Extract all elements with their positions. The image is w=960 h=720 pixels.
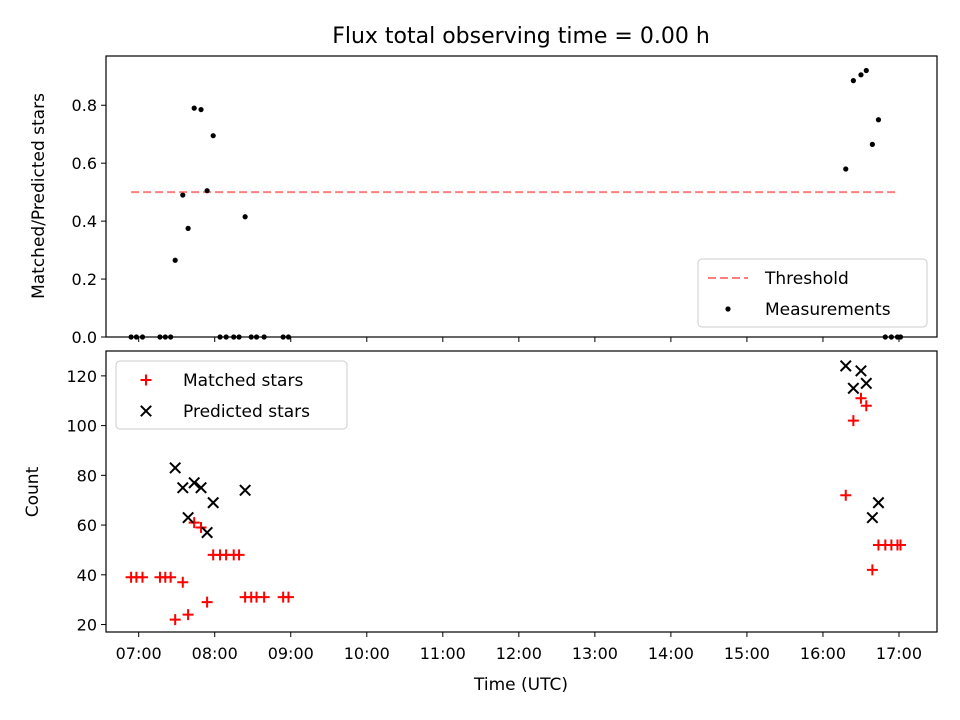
data-point-measurements bbox=[875, 117, 882, 123]
data-point-predicted-stars bbox=[860, 377, 873, 390]
axes-frame bbox=[105, 55, 938, 338]
data-point-measurements bbox=[863, 67, 869, 74]
legend: Matched stars Predicted stars bbox=[115, 360, 348, 430]
data-point-matched-stars bbox=[895, 539, 907, 551]
data-point-matched-stars bbox=[136, 571, 148, 583]
data-point-measurements bbox=[210, 133, 216, 139]
legend-label: Threshold bbox=[764, 269, 849, 289]
data-point-predicted-stars bbox=[239, 484, 252, 497]
data-point-measurements bbox=[850, 78, 856, 84]
chart-title: Flux total observing time = 0.00 h bbox=[332, 24, 710, 49]
data-point-predicted-stars bbox=[176, 481, 189, 494]
y-tick-label: 0.2 bbox=[72, 270, 97, 289]
x-tick-label: 08:00 bbox=[192, 644, 238, 663]
x-tick-label: 10:00 bbox=[344, 644, 390, 663]
data-point-predicted-stars bbox=[866, 511, 879, 524]
data-point-predicted-stars bbox=[195, 481, 207, 494]
data-point-matched-stars bbox=[860, 400, 872, 412]
data-point-matched-stars bbox=[201, 596, 213, 608]
data-point-matched-stars bbox=[195, 522, 207, 534]
legend-swatch bbox=[140, 374, 152, 386]
data-point-matched-stars bbox=[188, 517, 200, 529]
data-point-predicted-stars bbox=[847, 382, 860, 395]
bottom-panel: 20 40 60 80 100 120 07:00 08:00 09:00 10:00 11:00 1… bbox=[66, 350, 938, 663]
data-point-measurements bbox=[172, 257, 178, 263]
y-tick-label: 60 bbox=[77, 516, 97, 535]
axes-frame bbox=[105, 350, 938, 633]
data-point-predicted-stars bbox=[207, 496, 220, 509]
legend-box bbox=[697, 258, 928, 328]
plot-area bbox=[125, 360, 907, 626]
data-point-measurements bbox=[843, 166, 849, 172]
y-tick-label: 0.0 bbox=[72, 328, 97, 347]
legend-label: Measurements bbox=[765, 300, 891, 320]
x-tick-label: 15:00 bbox=[724, 644, 770, 663]
data-point-measurements bbox=[869, 141, 875, 147]
data-point-measurements bbox=[191, 105, 197, 111]
data-point-matched-stars bbox=[855, 392, 867, 404]
data-point-matched-stars bbox=[233, 549, 245, 561]
data-point-predicted-stars bbox=[839, 360, 852, 372]
data-point-predicted-stars bbox=[188, 476, 201, 489]
x-tick-label: 12:00 bbox=[496, 644, 542, 663]
data-point-predicted-stars bbox=[182, 511, 195, 524]
bottom-y-axis-label: Count bbox=[23, 466, 43, 517]
legend-swatch bbox=[725, 306, 731, 312]
data-point-predicted-stars bbox=[872, 496, 885, 509]
y-tick-label: 20 bbox=[77, 616, 97, 635]
data-point-predicted-stars bbox=[169, 461, 182, 474]
x-tick-label: 17:00 bbox=[876, 644, 922, 663]
y-tick-label: 80 bbox=[77, 466, 97, 485]
data-point-measurements bbox=[185, 225, 191, 231]
data-point-measurements bbox=[204, 188, 210, 194]
data-point-matched-stars bbox=[840, 489, 852, 501]
data-point-matched-stars bbox=[866, 564, 878, 576]
y-tick-label: 40 bbox=[77, 566, 97, 585]
x-tick-label: 14:00 bbox=[648, 644, 694, 663]
data-point-predicted-stars bbox=[201, 526, 214, 539]
top-y-axis-label: Matched/Predicted stars bbox=[29, 93, 49, 299]
data-point-predicted-stars bbox=[855, 364, 867, 377]
data-point-matched-stars bbox=[169, 614, 181, 626]
data-point-matched-stars bbox=[258, 591, 270, 603]
data-point-matched-stars bbox=[177, 576, 189, 588]
x-tick-label: 16:00 bbox=[800, 644, 846, 663]
data-point-matched-stars bbox=[182, 609, 194, 621]
x-axis-label: Time (UTC) bbox=[473, 675, 568, 695]
legend-label: Matched stars bbox=[183, 371, 303, 391]
legend-label: Predicted stars bbox=[183, 402, 310, 422]
data-point-matched-stars bbox=[165, 571, 177, 583]
data-point-matched-stars bbox=[282, 591, 294, 603]
top-panel: 0.0 0.2 0.4 0.6 0.8 Threshold Measurements bbox=[72, 55, 938, 347]
data-point-matched-stars bbox=[847, 415, 859, 427]
data-point-measurements bbox=[180, 192, 186, 198]
x-tick-label: 07:00 bbox=[116, 644, 162, 663]
legend: Threshold Measurements bbox=[697, 258, 928, 328]
y-tick-label: 0.4 bbox=[72, 212, 97, 231]
data-point-measurements bbox=[242, 214, 248, 220]
y-tick-label: 100 bbox=[66, 417, 97, 436]
x-tick-label: 11:00 bbox=[420, 644, 466, 663]
legend-box bbox=[115, 360, 348, 430]
data-point-measurements bbox=[858, 72, 864, 78]
x-tick-label: 13:00 bbox=[572, 644, 618, 663]
x-tick-label: 09:00 bbox=[268, 644, 314, 663]
y-tick-label: 120 bbox=[66, 367, 97, 386]
y-tick-label: 0.8 bbox=[72, 96, 97, 115]
legend-swatch bbox=[140, 405, 152, 417]
data-point-measurements bbox=[198, 106, 204, 113]
y-tick-label: 0.6 bbox=[72, 154, 97, 173]
